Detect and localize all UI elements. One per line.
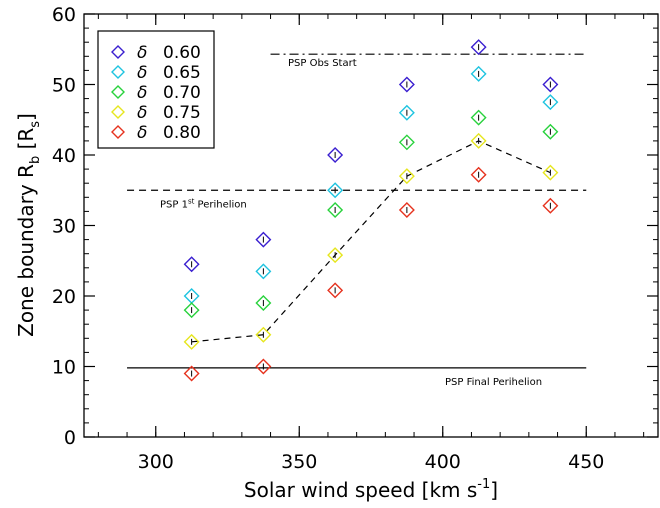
y-tick-label: 0 bbox=[64, 427, 76, 449]
x-tick-label: 300 bbox=[138, 451, 174, 473]
data-point bbox=[183, 256, 200, 273]
data-point bbox=[470, 132, 487, 149]
data-point bbox=[470, 39, 487, 56]
data-point bbox=[255, 295, 272, 312]
data-point bbox=[470, 166, 487, 183]
y-tick-label: 30 bbox=[52, 216, 76, 238]
data-point bbox=[183, 333, 200, 350]
data-point bbox=[542, 164, 559, 181]
data-point bbox=[183, 365, 200, 382]
data-point bbox=[327, 202, 344, 218]
legend-marker bbox=[111, 105, 125, 119]
y-tick-label: 60 bbox=[52, 4, 76, 26]
legend-label: 0.75 bbox=[163, 103, 201, 123]
reference-line-label: PSP Final Perihelion bbox=[445, 377, 542, 388]
reference-lines: PSP Obs Start PSP 1st Perihelion PSP Final… bbox=[127, 53, 587, 388]
data-point bbox=[327, 247, 344, 264]
legend-box bbox=[97, 30, 215, 149]
legend-label: 0.80 bbox=[163, 123, 201, 143]
data-point bbox=[255, 231, 272, 248]
data-point bbox=[542, 123, 559, 140]
data-point bbox=[398, 202, 415, 218]
data-point bbox=[327, 147, 344, 163]
legend-marker bbox=[111, 125, 125, 139]
data-point bbox=[398, 134, 415, 151]
trend-line bbox=[191, 140, 551, 343]
data-point bbox=[255, 326, 272, 343]
legend-delta-symbol: δ bbox=[137, 83, 147, 103]
data-point bbox=[255, 358, 272, 375]
reference-line-label: PSP Obs Start bbox=[288, 58, 357, 69]
legend-delta-symbol: δ bbox=[137, 63, 147, 83]
legend: δ 0.60 δ 0.65 δ 0.70 δ 0.75 δ 0.80 bbox=[97, 30, 215, 149]
data-point bbox=[470, 65, 487, 82]
x-axis: 300 350 400 450 bbox=[97, 14, 645, 473]
legend-delta-symbol: δ bbox=[137, 123, 147, 143]
data-point bbox=[327, 282, 344, 299]
legend-label: 0.60 bbox=[163, 43, 201, 63]
data-point bbox=[398, 76, 415, 93]
legend-delta-symbol: δ bbox=[137, 43, 147, 63]
x-tick-label: 350 bbox=[281, 451, 317, 473]
y-tick-label: 40 bbox=[52, 145, 76, 167]
data-point bbox=[542, 94, 559, 111]
data-point bbox=[255, 263, 272, 280]
data-point bbox=[542, 76, 559, 93]
reference-line-label: PSP 1st Perihelion bbox=[160, 197, 247, 210]
legend-label: 0.70 bbox=[163, 83, 201, 103]
y-axis: 0 10 20 30 40 50 60 bbox=[52, 4, 658, 449]
data-points bbox=[183, 39, 559, 382]
legend-marker bbox=[111, 65, 125, 79]
data-point bbox=[542, 197, 559, 214]
legend-marker bbox=[111, 85, 125, 99]
data-point bbox=[327, 182, 344, 199]
data-point bbox=[470, 109, 487, 126]
y-tick-label: 50 bbox=[52, 75, 76, 97]
data-point bbox=[183, 302, 200, 319]
data-point bbox=[398, 104, 415, 121]
x-tick-label: 450 bbox=[568, 451, 604, 473]
legend-delta-symbol: δ bbox=[137, 103, 147, 123]
y-tick-label: 20 bbox=[52, 286, 76, 308]
y-axis-label: Zone boundary Rb [Rs] bbox=[14, 113, 43, 337]
x-tick-label: 400 bbox=[425, 451, 461, 473]
trend-line-group bbox=[191, 140, 551, 343]
x-axis-label: Solar wind speed [km s-1] bbox=[244, 477, 498, 502]
y-tick-label: 10 bbox=[52, 357, 76, 379]
legend-label: 0.65 bbox=[163, 63, 201, 83]
legend-marker bbox=[111, 45, 125, 59]
data-point bbox=[398, 168, 415, 185]
